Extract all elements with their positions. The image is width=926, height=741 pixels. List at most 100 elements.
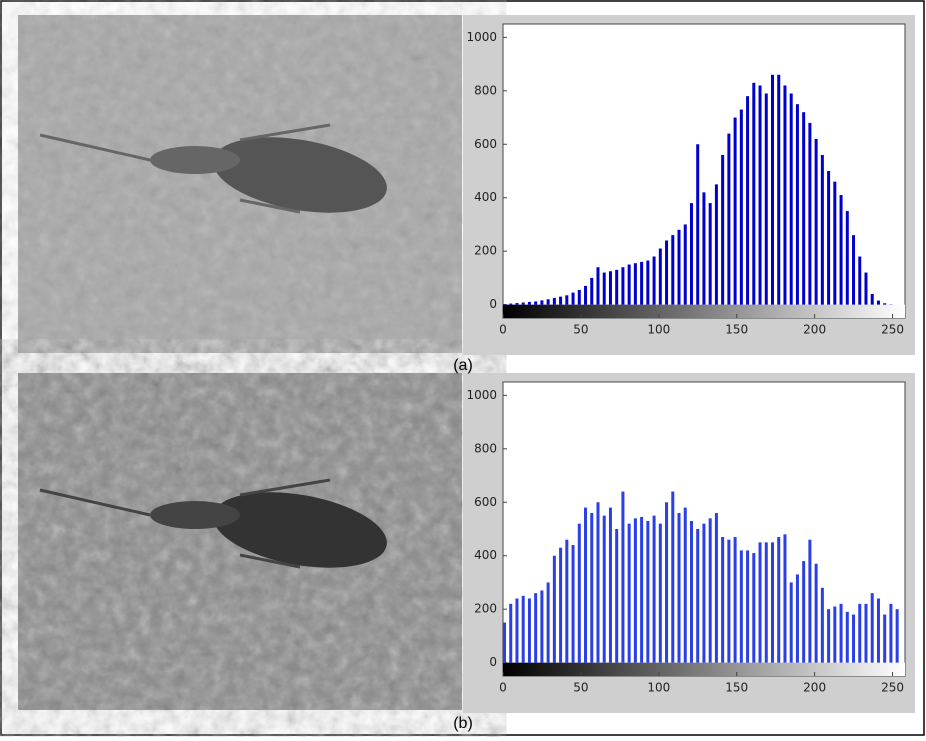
bar [534,301,537,304]
y-tick-label: 1000 [466,30,497,44]
bar [596,267,599,304]
bar [634,263,637,304]
bar [690,521,693,663]
bar [609,508,612,663]
bar [678,513,681,663]
panel-label: (b) [453,715,473,732]
bar [702,192,705,304]
bar [783,85,786,304]
bar [765,93,768,304]
bar [846,211,849,305]
bar [590,278,593,305]
bar [578,290,581,305]
bar [790,582,793,662]
bar [684,224,687,304]
bar [609,271,612,304]
bar [659,524,662,663]
bar [864,604,867,663]
bar [852,235,855,304]
bar [740,550,743,662]
bar [515,303,518,305]
bar [765,542,768,662]
x-tick-label: 50 [573,681,588,695]
bar [596,502,599,662]
bar [777,75,780,305]
bar [640,517,643,663]
bar [615,529,618,663]
bar [883,615,886,663]
bar [821,588,824,663]
y-tick-label: 800 [474,83,497,97]
bar [547,582,550,662]
bar [671,492,674,663]
bar [509,604,512,663]
x-tick-label: 0 [499,681,507,695]
x-tick-label: 200 [803,681,826,695]
bar [565,540,568,663]
x-tick-label: 150 [725,323,748,337]
bar [671,235,674,304]
y-tick-label: 800 [474,441,497,455]
bar [653,516,656,663]
bar [833,182,836,305]
bar [846,612,849,663]
bar [827,609,830,662]
bar [833,607,836,663]
bar [572,293,575,305]
bar [796,104,799,304]
bar [509,304,512,305]
bar [808,123,811,305]
photo-a [18,15,462,353]
bar [584,286,587,305]
bar [553,298,556,305]
y-tick-label: 600 [474,495,497,509]
y-tick-label: 200 [474,602,497,616]
bar [547,299,550,304]
bar [715,184,718,304]
y-tick-label: 400 [474,548,497,562]
bar [796,574,799,662]
bar [858,604,861,663]
bar [628,265,631,305]
bar [889,604,892,663]
bar [759,85,762,304]
bar [746,96,749,304]
bar [690,203,693,305]
bar [702,524,705,663]
x-tick-label: 250 [881,681,904,695]
bar [815,564,818,663]
bar [808,540,811,663]
bar [740,110,743,305]
bar [790,93,793,304]
bar [603,516,606,663]
bar [771,542,774,662]
bar [802,112,805,304]
bar [827,171,830,305]
bar [877,301,880,305]
x-tick-label: 50 [573,323,588,337]
bar [528,302,531,305]
bar [653,257,656,305]
bar [709,518,712,662]
y-tick-label: 0 [489,297,497,311]
y-tick-label: 1000 [466,388,497,402]
bar [684,508,687,663]
bar [621,492,624,663]
bar [590,513,593,663]
bar [503,304,506,305]
panel-label: (a) [453,357,473,374]
bar [696,529,699,663]
bar [752,83,755,305]
bar [659,249,662,305]
bar [864,273,867,305]
bar [721,537,724,663]
photo-b [18,373,462,710]
bar [783,534,786,662]
x-tick-label: 150 [725,681,748,695]
bar [578,524,581,663]
bar [528,598,531,662]
bar [715,513,718,663]
bar [727,540,730,663]
